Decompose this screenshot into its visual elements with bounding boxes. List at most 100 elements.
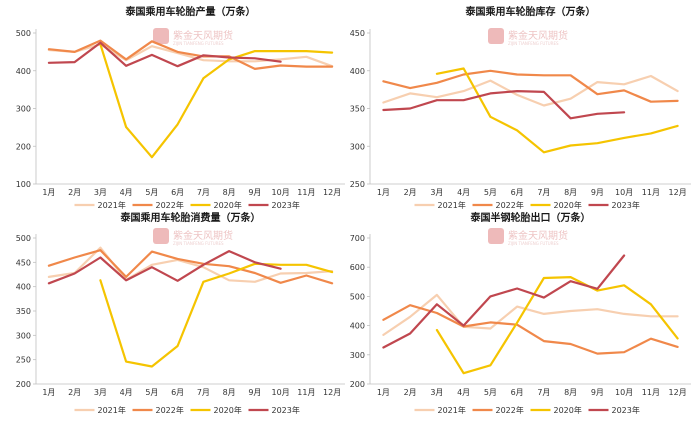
y-tick-label: 200 — [16, 380, 31, 389]
legend-label: 2021年 — [438, 405, 466, 415]
watermark-logo-icon — [153, 228, 169, 244]
x-tick-label: 5月 — [484, 188, 497, 197]
series-line-2022年 — [47, 249, 334, 285]
y-tick-label: 600 — [350, 263, 365, 272]
x-tick-label: 6月 — [511, 388, 524, 397]
x-tick-label: 7月 — [537, 188, 550, 197]
y-tick-label: 450 — [350, 29, 365, 38]
x-tick-label: 5月 — [484, 388, 497, 397]
series-line-2023年 — [382, 254, 626, 349]
watermark-subtext: ZIJIN TIANFENG FUTURES — [508, 41, 559, 46]
x-tick-label: 3月 — [94, 188, 107, 197]
x-tick-label: 9月 — [591, 388, 604, 397]
legend-label: 2023年 — [612, 200, 640, 210]
y-tick-label: 400 — [350, 67, 365, 76]
legend-label: 2021年 — [98, 405, 126, 415]
legend-label: 2022年 — [156, 200, 184, 210]
legend-label: 2020年 — [214, 405, 242, 415]
x-tick-label: 5月 — [145, 388, 158, 397]
x-tick-label: 5月 — [145, 188, 158, 197]
x-tick-label: 7月 — [537, 388, 550, 397]
y-tick-label: 500 — [350, 292, 365, 301]
chart-title: 泰国半钢轮胎出口（万条） — [470, 211, 591, 224]
legend-label: 2021年 — [98, 200, 126, 210]
watermark-logo-icon — [488, 28, 504, 44]
y-tick-label: 400 — [16, 67, 31, 76]
legend-label: 2023年 — [272, 200, 300, 210]
x-tick-label: 6月 — [171, 188, 184, 197]
series-line-2022年 — [382, 304, 679, 355]
x-tick-label: 7月 — [197, 188, 210, 197]
series-line-2020年 — [99, 262, 334, 368]
chart-title: 泰国乘用车轮胎消费量（万条） — [120, 211, 261, 224]
series-line-2023年 — [47, 41, 282, 68]
watermark-logo-icon — [153, 28, 169, 44]
x-tick-label: 11月 — [642, 188, 660, 197]
y-tick-label: 300 — [350, 142, 365, 151]
x-tick-label: 4月 — [120, 388, 133, 397]
y-tick-label: 400 — [350, 322, 365, 331]
x-tick-label: 6月 — [511, 188, 524, 197]
legend-label: 2022年 — [496, 405, 524, 415]
watermark-logo-icon — [488, 228, 504, 244]
watermark-subtext: ZIJIN TIANFENG FUTURES — [173, 241, 224, 246]
x-tick-label: 1月 — [377, 388, 390, 397]
legend-label: 2021年 — [438, 200, 466, 210]
series-line-2021年 — [382, 293, 679, 336]
x-tick-label: 7月 — [197, 388, 210, 397]
x-tick-label: 12月 — [323, 388, 341, 397]
legend: 2021年 2022年 2020年 2023年 — [74, 405, 300, 415]
x-tick-label: 4月 — [457, 188, 470, 197]
legend-label: 2020年 — [554, 405, 582, 415]
legend-label: 2020年 — [554, 200, 582, 210]
y-tick-label: 100 — [16, 180, 31, 189]
x-tick-label: 2月 — [404, 388, 417, 397]
x-tick-label: 10月 — [615, 388, 633, 397]
x-tick-label: 3月 — [430, 188, 443, 197]
y-tick-label: 350 — [350, 105, 365, 114]
y-tick-label: 450 — [16, 258, 31, 267]
x-tick-label: 9月 — [591, 188, 604, 197]
series-line-2023年 — [47, 250, 282, 285]
y-tick-label: 200 — [16, 142, 31, 151]
legend-label: 2022年 — [156, 405, 184, 415]
x-tick-label: 3月 — [430, 388, 443, 397]
series-line-2020年 — [99, 43, 334, 159]
x-tick-label: 10月 — [615, 188, 633, 197]
series-line-2020年 — [435, 276, 679, 375]
legend-label: 2020年 — [214, 200, 242, 210]
x-tick-label: 10月 — [272, 188, 290, 197]
x-tick-label: 11月 — [297, 388, 315, 397]
x-tick-label: 8月 — [223, 388, 236, 397]
x-tick-label: 12月 — [323, 188, 341, 197]
y-tick-label: 300 — [16, 105, 31, 114]
x-tick-label: 12月 — [669, 388, 687, 397]
watermark-subtext: ZIJIN TIANFENG FUTURES — [508, 241, 559, 246]
watermark-subtext: ZIJIN TIANFENG FUTURES — [173, 41, 224, 46]
x-tick-label: 2月 — [68, 188, 81, 197]
y-tick-label: 250 — [16, 356, 31, 365]
y-tick-label: 500 — [16, 234, 31, 243]
x-tick-label: 4月 — [120, 188, 133, 197]
chart-title: 泰国乘用车轮胎产量（万条） — [125, 5, 256, 18]
y-tick-label: 700 — [350, 234, 365, 243]
x-tick-label: 11月 — [642, 388, 660, 397]
x-tick-label: 10月 — [272, 388, 290, 397]
x-tick-label: 2月 — [404, 188, 417, 197]
watermark-text: 紫金天风期货 — [508, 29, 568, 42]
x-tick-label: 1月 — [377, 188, 390, 197]
x-tick-label: 12月 — [669, 188, 687, 197]
y-tick-label: 500 — [16, 29, 31, 38]
x-tick-label: 9月 — [248, 188, 261, 197]
x-tick-label: 8月 — [564, 388, 577, 397]
x-tick-label: 8月 — [223, 188, 236, 197]
x-tick-label: 6月 — [171, 388, 184, 397]
series-line-2022年 — [382, 69, 679, 103]
